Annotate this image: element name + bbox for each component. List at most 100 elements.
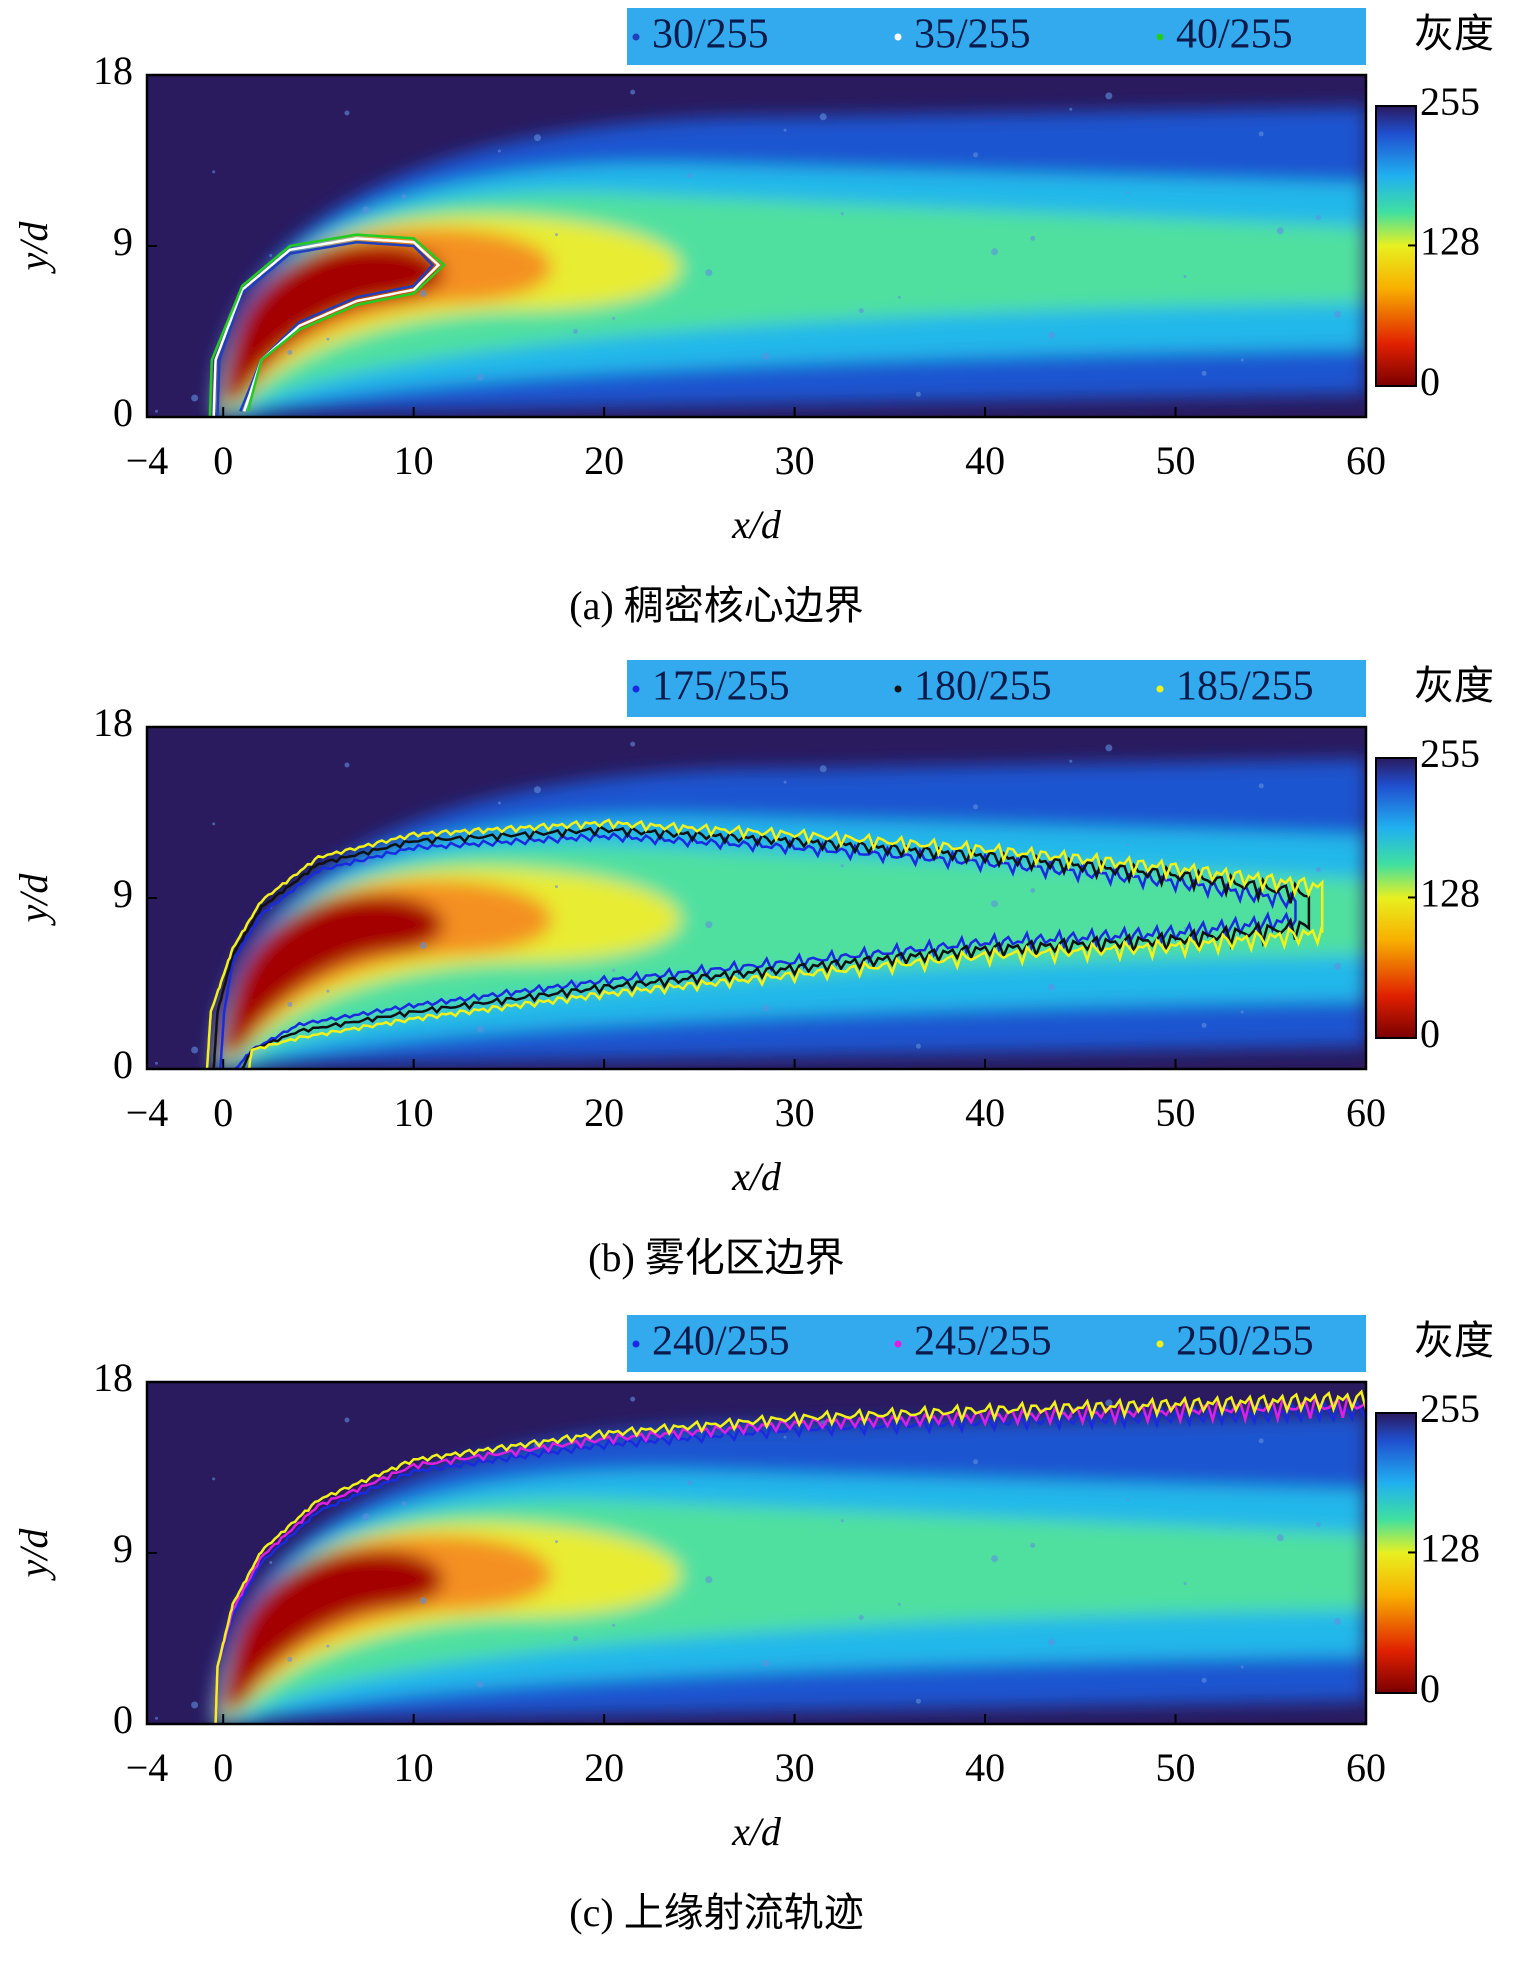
- speck: [630, 89, 636, 95]
- caption: (a) 稠密核心边界: [569, 583, 863, 628]
- speck: [1126, 1498, 1130, 1502]
- speck: [1069, 759, 1073, 763]
- y-tick-label: 0: [113, 1042, 133, 1087]
- speck: [705, 269, 713, 277]
- speck: [401, 194, 407, 200]
- speck: [1030, 887, 1036, 893]
- speck: [326, 337, 330, 341]
- speck: [191, 1046, 199, 1054]
- speck: [555, 885, 559, 889]
- speck: [783, 1435, 787, 1439]
- speck: [915, 391, 921, 397]
- speck: [155, 1716, 159, 1720]
- x-tick-label: 20: [584, 1745, 624, 1790]
- contour-line: [208, 233, 446, 417]
- speck: [287, 349, 293, 355]
- speck: [840, 864, 844, 868]
- colorbar-tick-label: 0: [1420, 359, 1440, 404]
- legend-swatch: [1156, 33, 1164, 41]
- y-tick-label: 0: [113, 390, 133, 435]
- speck: [973, 152, 979, 158]
- legend-label: 250/255: [1176, 1319, 1314, 1365]
- speck: [897, 295, 901, 299]
- speck: [1201, 370, 1207, 376]
- plume: [211, 107, 1366, 417]
- speck: [612, 1623, 616, 1627]
- speck: [1048, 1638, 1056, 1646]
- speck: [705, 921, 713, 929]
- plume-layer: [223, 1550, 444, 1713]
- x-tick-label: −4: [126, 1090, 169, 1135]
- speck: [497, 801, 501, 805]
- speck: [897, 1602, 901, 1606]
- speck: [991, 900, 999, 908]
- speck: [344, 110, 350, 116]
- speck: [533, 134, 541, 142]
- speck: [287, 1001, 293, 1007]
- x-axis-label: x/d: [731, 1809, 782, 1854]
- legend-label: 40/255: [1176, 12, 1293, 58]
- plume-layer: [223, 243, 444, 406]
- speck: [1276, 227, 1284, 235]
- colorbar-tick-label: 128: [1420, 1526, 1480, 1571]
- speck: [1048, 983, 1056, 991]
- contour-line: [205, 818, 1324, 1069]
- speck: [973, 1459, 979, 1465]
- contour-line: [219, 831, 1297, 1069]
- speck: [687, 173, 693, 179]
- y-axis-label: y/d: [11, 873, 56, 927]
- x-tick-label: 20: [584, 1090, 624, 1135]
- speck: [1315, 215, 1321, 220]
- speck: [191, 394, 199, 402]
- speck: [1030, 1542, 1036, 1548]
- plume-layer: [223, 895, 444, 1058]
- x-tick-label: 40: [965, 438, 1005, 483]
- speck: [612, 968, 616, 972]
- legend-swatch: [632, 685, 640, 693]
- x-tick-label: 50: [1156, 1745, 1196, 1790]
- speck: [191, 1701, 199, 1709]
- y-tick-label: 0: [113, 1697, 133, 1742]
- colorbar-tick-label: 0: [1420, 1011, 1440, 1056]
- speck: [612, 316, 616, 320]
- speck: [1258, 783, 1264, 789]
- speck: [476, 1680, 484, 1688]
- legend-swatch: [894, 685, 902, 693]
- x-tick-label: 30: [775, 1745, 815, 1790]
- legend-swatch: [1156, 685, 1164, 693]
- speck: [287, 1656, 293, 1662]
- speck: [915, 1043, 921, 1049]
- speck: [1333, 310, 1341, 318]
- legend-label: 180/255: [914, 664, 1052, 710]
- speck: [1105, 92, 1113, 100]
- legend-swatch: [894, 1340, 902, 1348]
- speck: [1069, 107, 1073, 111]
- y-tick-label: 9: [113, 1526, 133, 1571]
- x-tick-label: −4: [126, 1745, 169, 1790]
- heatmap: [155, 741, 1366, 1069]
- contour-line: [212, 237, 441, 417]
- speck: [533, 786, 541, 794]
- legend-swatch: [632, 1340, 640, 1348]
- legend-label: 35/255: [914, 12, 1031, 58]
- speck: [362, 1513, 370, 1521]
- legend-swatch: [894, 33, 902, 41]
- x-tick-label: 20: [584, 438, 624, 483]
- speck: [687, 1480, 693, 1486]
- speck: [1333, 1617, 1341, 1625]
- colorbar-tick-label: 128: [1420, 219, 1480, 264]
- x-tick-label: 40: [965, 1745, 1005, 1790]
- speck: [630, 1396, 636, 1402]
- y-tick-label: 18: [93, 700, 133, 745]
- speck: [840, 1519, 844, 1523]
- speck: [819, 765, 827, 773]
- colorbar-tick-label: 255: [1420, 731, 1480, 776]
- speck: [858, 1615, 864, 1621]
- speck: [1048, 331, 1056, 339]
- speck: [326, 1644, 330, 1648]
- contour-line: [216, 240, 435, 417]
